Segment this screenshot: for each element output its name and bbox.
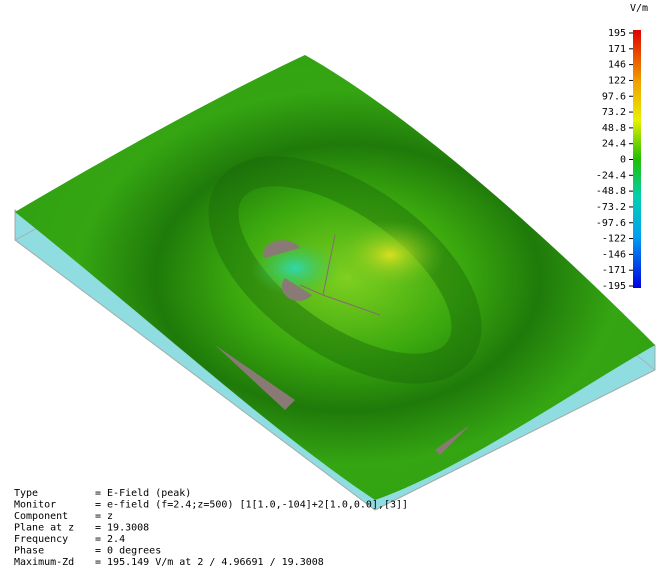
colorbar-label: 0 [620,155,626,166]
colorbar-label: 73.2 [602,107,626,118]
info-label: Phase [14,546,44,557]
part [435,425,470,455]
colorbar-label: 48.8 [602,123,626,134]
axis-z [322,234,336,296]
info-label: Plane at z [14,523,74,534]
part [215,345,295,410]
colorbar: V/m 195 171 146 122 97.6 73.2 48.8 24.4 0 -24.4 -4… [596,3,648,292]
colorbar-label: -146 [602,249,626,260]
colorbar-label: -97.6 [596,218,626,229]
colorbar-label: 171 [608,44,626,55]
colorbar-label: 97.6 [602,91,626,102]
colorbar-label: -48.8 [596,186,626,197]
colorbar-label: -73.2 [596,202,626,213]
colorbar-label: -171 [602,265,626,276]
info-panel: Type = E-Field (peak) Monitor = e-field (f=… [14,488,408,568]
feed-part [281,278,312,301]
axes [299,234,381,316]
info-label: Component [14,511,68,522]
info-label: Type [14,488,38,499]
colorbar-label: 122 [608,75,626,86]
field-peak [335,220,445,290]
field-ring [208,156,482,384]
colorbar-label: -195 [602,281,626,292]
info-value: = E-Field (peak) [95,488,191,499]
info-label: Monitor [14,500,56,511]
colorbar-label: 24.4 [602,139,626,150]
colorbar-scale [633,30,641,288]
info-value: = z [95,511,113,522]
info-label: Frequency [14,534,68,545]
info-label: Maximum-Zd [14,557,74,568]
axis-y [299,284,324,296]
info-value: = 195.149 V/m at 2 / 4.96691 / 19.3008 [95,557,324,568]
model [14,55,656,511]
feed-part [263,240,300,258]
colorbar-label: -122 [602,234,626,245]
colorbar-label: 195 [608,28,626,39]
colorbar-label: -24.4 [596,170,626,181]
info-value: = 19.3008 [95,523,149,534]
info-value: = e-field (f=2.4;z=500) [1[1.0,-104]+2[1… [95,500,408,511]
colorbar-unit: V/m [630,3,648,14]
info-value: = 0 degrees [95,546,161,557]
info-value: = 2.4 [95,534,125,545]
colorbar-label: 146 [608,60,626,71]
axis-x [322,294,381,316]
